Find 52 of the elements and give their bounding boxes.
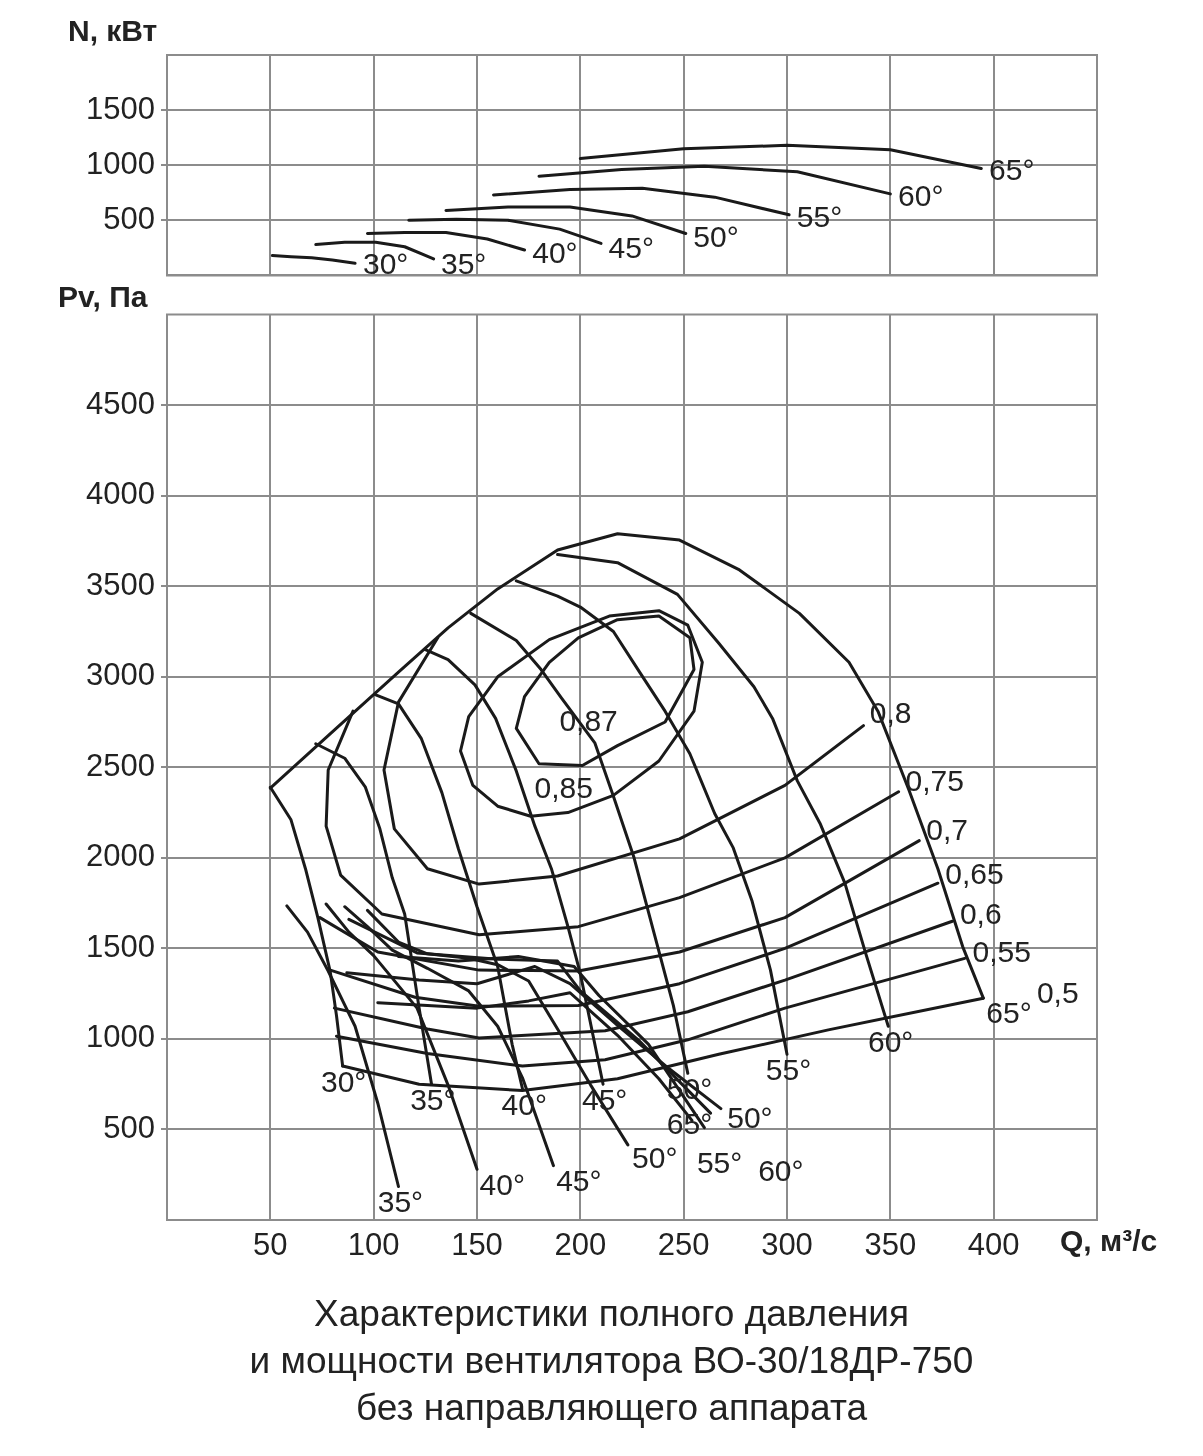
text: Характеристики полного давления и мощности вентилятора ВО-30/18ДР-750 без направляющего аппарата (248, 1292, 975, 1430)
x-tick-label: 400 (967, 1227, 1020, 1263)
series-label: 35° (377, 1185, 424, 1219)
series-label: 50° (632, 1141, 678, 1175)
series-label: 0,75 (905, 763, 964, 797)
series-label: 50° (727, 1100, 773, 1134)
series-label: 0,65 (945, 857, 1004, 891)
series-label: 35° (410, 1083, 456, 1117)
y-tick-label: 3000 (86, 657, 155, 693)
series-label: 55° (796, 200, 843, 234)
series-label: 0,55 (972, 934, 1031, 968)
y-tick-label: 1500 (86, 90, 155, 126)
series-label: 0,7 (926, 812, 968, 846)
x-tick-label: 350 (864, 1227, 917, 1263)
series-label: 40° (479, 1167, 525, 1201)
series-label: 60° (898, 179, 944, 213)
series-label: 30° (362, 247, 409, 281)
series-label: 55° (696, 1145, 743, 1179)
series-label: 65° (989, 153, 1035, 187)
y-tick-label: 3500 (86, 566, 155, 602)
x-tick-label: 150 (451, 1227, 503, 1263)
series-label: 60° (758, 1153, 804, 1187)
series-label: 65° (986, 996, 1032, 1030)
x-axis-title: Q, м³/с (1060, 1224, 1158, 1258)
series-label: 30° (320, 1065, 367, 1099)
y-tick-label: 4500 (86, 385, 155, 421)
series-label: 60° (867, 1024, 914, 1058)
y-tick-label: 1000 (86, 1019, 155, 1055)
y-tick-label: 500 (103, 1110, 155, 1146)
x-tick-label: 100 (347, 1227, 400, 1263)
x-tick-label: 200 (554, 1227, 607, 1263)
x-tick-label: 50 (253, 1227, 288, 1263)
y-tick-label: 2500 (86, 747, 155, 783)
series-label: 35° (440, 247, 487, 281)
series-label: 45° (608, 230, 654, 264)
series-label: 0,5 (1036, 975, 1079, 1009)
series-label: 0,6 (959, 896, 1002, 930)
x-tick-label: 300 (761, 1227, 813, 1263)
series-label: 40° (532, 236, 578, 270)
y-tick-label: 1500 (86, 928, 155, 964)
series-label: 55° (765, 1053, 812, 1087)
y-axis-title: Pv, Па (58, 280, 148, 314)
y-tick-label: 2000 (86, 838, 155, 874)
y-tick-label: 500 (103, 200, 155, 236)
y-tick-label: 4000 (86, 476, 155, 512)
y-axis-title: N, кВт (68, 14, 158, 48)
x-tick-label: 250 (657, 1227, 710, 1263)
series-label: 45° (556, 1163, 602, 1197)
annotation: 0,85 (534, 771, 593, 805)
y-tick-label: 1000 (86, 145, 155, 181)
series-label: 65° (666, 1107, 713, 1141)
series-label: 50° (693, 220, 739, 254)
